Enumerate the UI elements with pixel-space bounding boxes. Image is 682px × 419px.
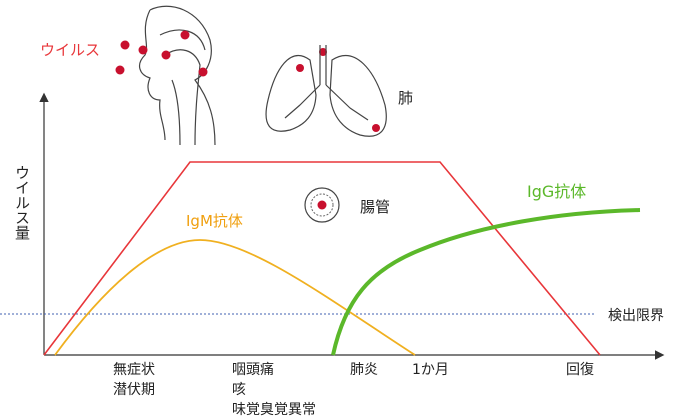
timeline-label: 1か月 xyxy=(412,362,449,378)
lung-label: 肺 xyxy=(398,89,413,107)
y-axis-label: ウイルス量 xyxy=(13,165,31,240)
head-illustration xyxy=(138,5,216,146)
timeline-label: 味覚臭覚異常 xyxy=(232,402,316,418)
timeline-label: 回復 xyxy=(566,361,594,378)
intestine-label: 腸管 xyxy=(360,198,390,216)
virus-label: ウイルス xyxy=(40,41,100,59)
timeline-label: 潜伏期 xyxy=(113,382,155,398)
timeline-label: 咳 xyxy=(232,382,246,398)
timeline-label: 肺炎 xyxy=(350,362,378,378)
timeline-label: 無症状 xyxy=(113,362,155,378)
igg-label: IgG抗体 xyxy=(527,182,586,201)
virus-curve xyxy=(43,161,601,356)
igg-curve xyxy=(331,208,641,356)
igm-curve xyxy=(54,239,416,356)
timeline-label: 咽頭痛 xyxy=(232,361,274,378)
detection-limit-label: 検出限界 xyxy=(608,308,664,324)
virus-dots xyxy=(115,30,380,132)
igm-label: IgM抗体 xyxy=(186,212,243,230)
intestine-icon xyxy=(304,187,340,223)
lungs-illustration xyxy=(265,45,387,137)
